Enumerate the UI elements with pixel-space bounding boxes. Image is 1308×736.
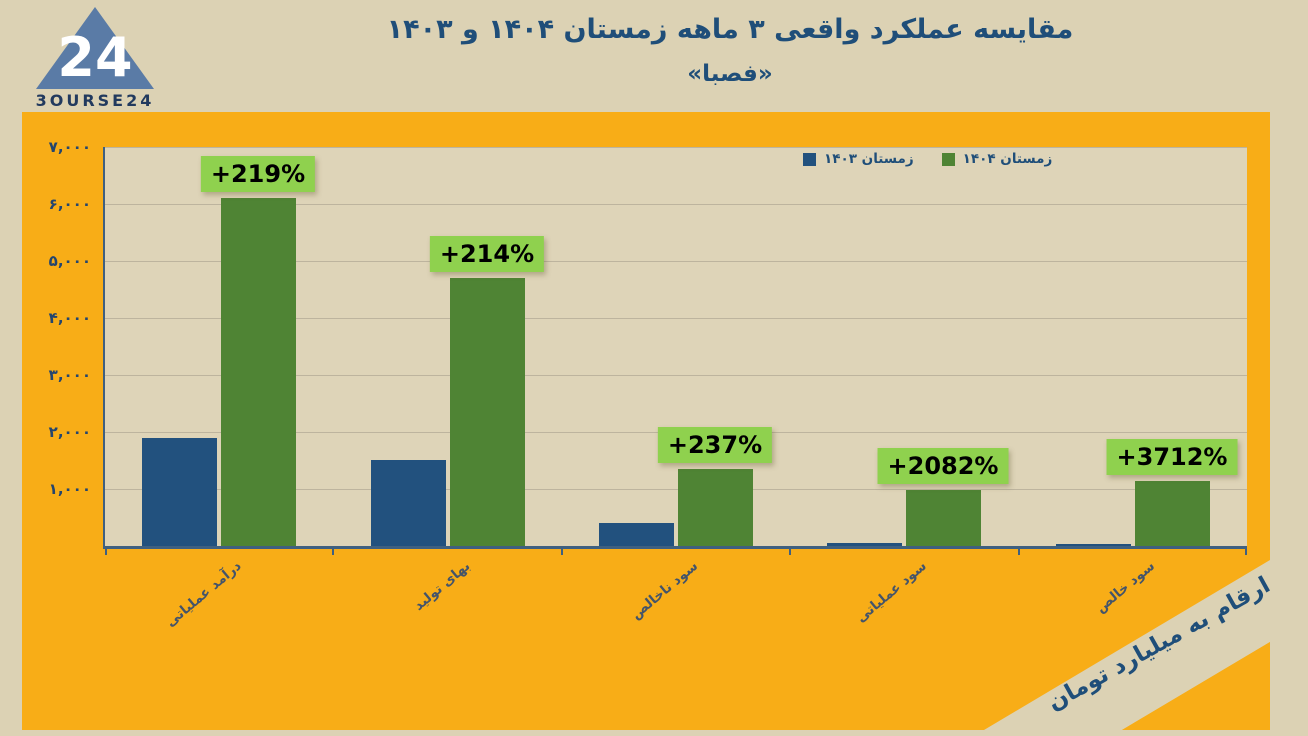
pct-change-label: +237% — [657, 427, 773, 463]
y-axis-tick-label: ۵,۰۰۰ — [48, 252, 91, 270]
y-axis-tick-label: ۲,۰۰۰ — [48, 423, 91, 441]
chart-title: مقایسه عملکرد واقعی ۳ ماهه زمستان ۱۴۰۴ و… — [386, 14, 1074, 45]
category-label: درآمد عملیاتی — [162, 558, 245, 631]
chart-subtitle: «فصبا» — [687, 61, 773, 88]
gridline — [105, 318, 1247, 319]
bar-winter-1404 — [678, 469, 753, 546]
legend-swatch-blue-icon — [803, 152, 816, 166]
x-axis-tick — [1018, 549, 1020, 555]
legend-label: زمستان ۱۴۰۳ — [824, 151, 914, 167]
gridline — [105, 147, 1247, 148]
bar-winter-1403 — [599, 523, 674, 546]
y-axis-tick-label: ۴,۰۰۰ — [48, 309, 91, 327]
bar-winter-1404 — [221, 198, 296, 546]
legend-label: زمستان ۱۴۰۴ — [962, 151, 1053, 167]
bourse24-logo: 24 3OURSE24 — [30, 6, 160, 110]
pct-change-label: +219% — [200, 156, 316, 192]
bar-winter-1403 — [827, 543, 902, 546]
x-axis-tick — [105, 549, 107, 555]
y-axis-tick-label: ۱,۰۰۰ — [48, 480, 91, 498]
x-axis-tick — [1245, 549, 1247, 555]
pct-change-label: +214% — [429, 236, 545, 272]
gridline — [105, 261, 1247, 262]
svg-text:24: 24 — [57, 26, 132, 89]
category-label: بهای تولید — [410, 558, 474, 614]
y-axis-tick-label: ۷,۰۰۰ — [48, 138, 91, 156]
logo-triangle-icon: 24 — [36, 7, 154, 89]
corner-stripe-decoration — [984, 560, 1270, 730]
y-axis-tick-label: ۳,۰۰۰ — [48, 366, 91, 384]
bar-winter-1403 — [142, 438, 217, 546]
x-axis-tick — [561, 549, 563, 555]
bar-winter-1404 — [906, 490, 981, 546]
x-axis-tick — [332, 549, 334, 555]
legend-item-winter-1403: زمستان ۱۴۰۳ — [803, 151, 914, 167]
x-axis-tick — [789, 549, 791, 555]
pct-change-label: +3712% — [1106, 439, 1238, 475]
chart-panel: ۷,۰۰۰ ۶,۰۰۰ ۵,۰۰۰ ۴,۰۰۰ ۳,۰۰۰ ۲,۰۰۰ ۱,۰۰… — [22, 112, 1275, 730]
gridline — [105, 375, 1247, 376]
logo-wordmark: 3OURSE24 — [35, 91, 155, 110]
bar-winter-1403 — [371, 460, 446, 546]
legend-swatch-green-icon — [941, 152, 955, 166]
pct-change-label: +2082% — [877, 448, 1009, 484]
legend: زمستان ۱۴۰۳ زمستان ۱۴۰۴ — [803, 151, 1052, 167]
plot-area: ۷,۰۰۰ ۶,۰۰۰ ۵,۰۰۰ ۴,۰۰۰ ۳,۰۰۰ ۲,۰۰۰ ۱,۰۰… — [49, 138, 1247, 630]
gridline — [105, 489, 1247, 490]
y-axis-tick-label: ۶,۰۰۰ — [48, 195, 91, 213]
category-label: سود عملیاتی — [852, 558, 930, 626]
gridline — [105, 204, 1247, 205]
bar-winter-1404 — [450, 278, 525, 546]
category-label: سود ناخالص — [628, 558, 702, 623]
bar-winter-1404 — [1135, 481, 1210, 546]
bar-winter-1403 — [1056, 544, 1131, 546]
legend-item-winter-1404: زمستان ۱۴۰۴ — [941, 151, 1053, 167]
chart-header: مقایسه عملکرد واقعی ۳ ماهه زمستان ۱۴۰۴ و… — [320, 14, 1140, 87]
